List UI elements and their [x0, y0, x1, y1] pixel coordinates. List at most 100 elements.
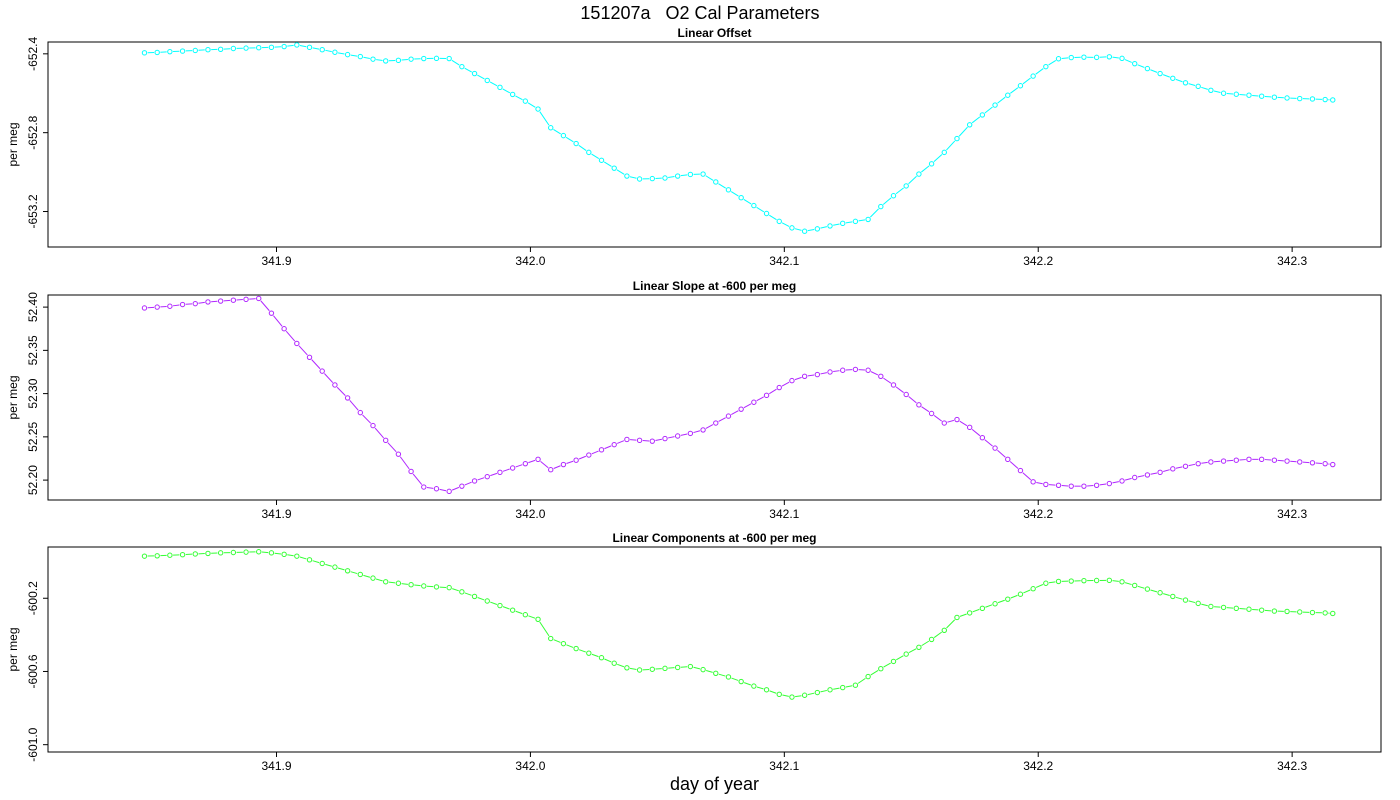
series-line-segment [299, 556, 307, 560]
series-line-segment [1048, 581, 1056, 584]
series-line-segment [1175, 78, 1183, 83]
series-line-segment [1010, 594, 1018, 599]
series-line-segment [807, 374, 815, 377]
series-line-segment [528, 615, 536, 619]
series-line-segment [1124, 59, 1132, 63]
data-point [1043, 481, 1049, 488]
series-line-segment [502, 468, 510, 472]
data-point [878, 203, 884, 210]
data-point [167, 303, 173, 309]
data-point [611, 441, 617, 448]
series-line-segment [375, 578, 383, 582]
series-line-segment [870, 371, 879, 376]
series-line-segment [337, 567, 345, 571]
series-line-segment [1213, 90, 1221, 94]
series-line-segment [1137, 64, 1145, 68]
data-point [433, 584, 440, 590]
series-line-segment [921, 640, 930, 647]
data-point [1330, 461, 1336, 468]
data-point [1081, 483, 1087, 489]
y-axis-label: per meg [6, 122, 20, 166]
data-point [1330, 610, 1336, 617]
y-axis-label: per meg [6, 627, 20, 671]
data-point [928, 636, 935, 643]
data-point [395, 57, 402, 64]
series-line-segment [933, 415, 943, 422]
data-point [306, 354, 313, 360]
data-point [966, 610, 973, 616]
series-line-segment [350, 54, 358, 57]
data-point [954, 416, 960, 423]
data-point [179, 551, 186, 558]
data-point [1132, 474, 1138, 481]
data-point [497, 469, 503, 476]
data-point [344, 395, 351, 401]
series-line-segment [958, 126, 968, 137]
data-point [205, 550, 211, 557]
series-line-segment [617, 663, 625, 668]
data-point [1132, 582, 1138, 589]
series-line-segment [718, 183, 727, 189]
data-point [560, 640, 567, 647]
data-point [167, 48, 173, 55]
x-tick-label: 342.3 [1277, 507, 1307, 521]
data-point [1297, 459, 1303, 465]
series-line-segment [1036, 481, 1043, 485]
series-line-segment [895, 187, 904, 195]
series-line-segment [388, 581, 396, 584]
x-tick-label: 342.3 [1277, 254, 1307, 268]
data-point [243, 296, 249, 303]
data-point [1182, 463, 1189, 469]
data-point [700, 171, 706, 177]
series-line-segment [603, 161, 612, 167]
data-point [294, 553, 300, 559]
data-point [1322, 96, 1328, 103]
data-point [992, 102, 998, 108]
series-line-segment [261, 551, 269, 554]
data-point [319, 560, 325, 567]
data-point [979, 112, 986, 118]
data-point [789, 225, 795, 231]
panel-linear-slope: Linear Slope at -600 per meg 341.9 342.0 34… [6, 279, 1382, 521]
data-point [459, 63, 465, 70]
series-line-segment [528, 459, 536, 464]
data-point [433, 486, 440, 492]
series-line-segment [414, 584, 421, 587]
data-point [662, 665, 668, 672]
series-line-segment [921, 165, 930, 173]
data-point [662, 175, 668, 181]
data-point [179, 301, 186, 308]
data-point [535, 456, 541, 463]
series-line-segment [794, 376, 802, 381]
x-tick-label: 341.9 [261, 759, 291, 773]
x-tick-label: 342.2 [1023, 254, 1053, 268]
data-point [1068, 483, 1074, 489]
data-point [192, 47, 198, 54]
plot-frame [47, 294, 1382, 501]
series-line-segment [1112, 580, 1119, 582]
plot-frame [47, 546, 1382, 753]
data-point [624, 665, 630, 671]
series-line-segment [1150, 472, 1158, 475]
x-tick-label: 342.0 [515, 254, 545, 268]
data-point [916, 644, 922, 651]
data-point [548, 125, 554, 131]
data-point [1017, 591, 1024, 597]
data-point [1005, 92, 1011, 98]
data-point [941, 627, 947, 633]
series-line-segment [896, 655, 904, 661]
series-line-segment [744, 682, 752, 686]
data-point [700, 427, 706, 433]
data-point [776, 218, 782, 225]
data-point [1208, 459, 1214, 465]
y-tick-label: 52.35 [26, 335, 40, 365]
x-tick-label: 342.0 [515, 507, 545, 521]
data-point [484, 598, 490, 604]
series-line-segment [490, 472, 498, 477]
data-point [522, 460, 529, 467]
data-point [840, 220, 846, 227]
series-line-segment [578, 649, 586, 653]
series-line-segment [399, 456, 410, 470]
data-point [141, 50, 148, 56]
data-point [535, 616, 541, 622]
